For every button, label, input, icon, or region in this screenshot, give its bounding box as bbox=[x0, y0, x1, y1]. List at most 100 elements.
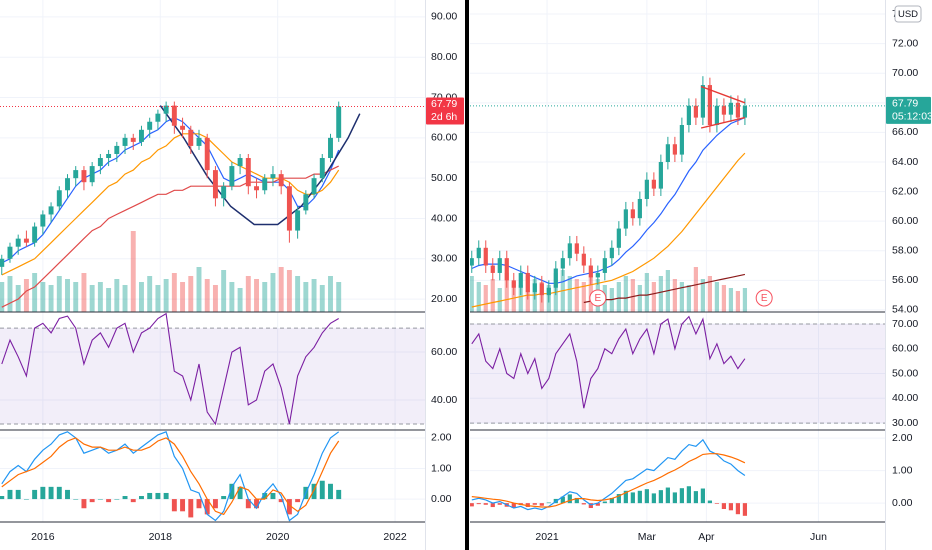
plot-area bbox=[0, 101, 425, 522]
candle-body bbox=[574, 243, 579, 254]
macd-hist-bar bbox=[286, 499, 292, 515]
volume-bar bbox=[581, 282, 586, 312]
macd-hist-bar bbox=[728, 503, 734, 511]
candle-body bbox=[581, 253, 586, 266]
candle-body bbox=[303, 194, 309, 211]
candle-body bbox=[7, 246, 13, 259]
volume-bar bbox=[693, 267, 698, 312]
macd-hist-bar bbox=[81, 499, 87, 509]
volume-bar bbox=[89, 285, 95, 312]
candle-body bbox=[588, 265, 593, 278]
macd-hist-bar bbox=[490, 503, 495, 508]
candle-body bbox=[742, 105, 748, 118]
candle-body bbox=[665, 144, 670, 162]
macd-hist-bar bbox=[511, 503, 516, 509]
macd-hist-bar bbox=[106, 499, 112, 503]
volume-bar bbox=[23, 279, 29, 312]
volume-bar bbox=[567, 276, 572, 312]
macd-hist-bar bbox=[163, 492, 169, 500]
macd-hist-bar bbox=[665, 487, 670, 504]
macd-hist-bar bbox=[139, 496, 144, 500]
macd-hist-bar bbox=[483, 503, 488, 505]
candle-body bbox=[525, 272, 530, 293]
volume-bar bbox=[221, 270, 227, 312]
volume-bar bbox=[707, 276, 712, 312]
volume-bar bbox=[700, 279, 705, 312]
volume-bar bbox=[470, 276, 474, 312]
candle-body bbox=[658, 161, 663, 189]
macd-hist-bar bbox=[735, 503, 741, 515]
volume-bar bbox=[32, 273, 38, 312]
volume-bar bbox=[679, 282, 684, 312]
candle-body bbox=[311, 178, 317, 195]
candle-body bbox=[48, 206, 54, 215]
volume-bar bbox=[229, 282, 235, 312]
macd-hist-bar bbox=[714, 503, 719, 504]
candle-body bbox=[106, 153, 112, 159]
volume-bar bbox=[319, 285, 325, 312]
macd-hist-bar bbox=[23, 499, 29, 500]
macd-hist-bar bbox=[48, 486, 54, 500]
macd-hist-bar bbox=[15, 489, 21, 500]
y-tick-label: 90.00 bbox=[431, 11, 457, 23]
moving-average bbox=[583, 273, 746, 304]
macd-hist-bar bbox=[89, 499, 95, 503]
candle-body bbox=[254, 186, 259, 191]
rsi-line bbox=[1, 312, 339, 426]
candle-body bbox=[56, 190, 62, 207]
candle-body bbox=[714, 105, 719, 126]
candle-body bbox=[23, 238, 29, 243]
volume-bar bbox=[311, 279, 317, 312]
candle-body bbox=[728, 102, 734, 115]
candle-body bbox=[623, 209, 628, 229]
y-tick-label: 20.00 bbox=[431, 293, 457, 305]
volume-bar bbox=[504, 273, 509, 312]
trendline bbox=[700, 85, 746, 104]
earnings-label: E bbox=[761, 293, 768, 304]
macd-hist-bar bbox=[262, 492, 268, 500]
macd-hist-bar bbox=[672, 492, 677, 504]
x-tick-label: Mar bbox=[638, 531, 657, 543]
volume-bar bbox=[742, 288, 748, 312]
macd-hist-bar bbox=[470, 503, 474, 507]
macd-hist-bar bbox=[212, 499, 218, 509]
candle-body bbox=[504, 258, 509, 281]
y-tick-label: 30.00 bbox=[431, 253, 457, 265]
candle-body bbox=[32, 226, 38, 243]
y-tick-label: 62.00 bbox=[892, 185, 918, 197]
macd-hist-bar bbox=[270, 492, 276, 500]
volume-bar bbox=[40, 282, 46, 312]
y-tick-label: 58.00 bbox=[892, 245, 918, 257]
plot-area bbox=[470, 76, 885, 516]
candle-body bbox=[180, 125, 186, 130]
macd-hist-bar bbox=[497, 503, 502, 505]
macd-hist-bar bbox=[328, 483, 333, 500]
volume-bar bbox=[511, 282, 516, 312]
macd-hist-bar bbox=[278, 499, 284, 503]
candle-body bbox=[637, 198, 642, 219]
candle-body bbox=[65, 178, 70, 191]
volume-bar bbox=[48, 285, 54, 312]
macd-line bbox=[471, 438, 746, 511]
candle-body bbox=[518, 272, 523, 288]
candle-body bbox=[686, 105, 691, 126]
volume-bar bbox=[714, 282, 719, 312]
macd-hist-bar bbox=[114, 499, 120, 500]
candle-body bbox=[700, 85, 705, 118]
macd-hist-bar bbox=[229, 483, 235, 500]
candle-body bbox=[567, 243, 572, 259]
volume-bar bbox=[303, 282, 309, 312]
candle-body bbox=[229, 166, 235, 187]
candle-body bbox=[497, 258, 502, 273]
volume-bar bbox=[254, 279, 259, 312]
y-tick-label: 60.00 bbox=[431, 346, 457, 358]
macd-hist-bar bbox=[742, 503, 748, 516]
macd-hist-bar bbox=[122, 496, 128, 500]
candle-body bbox=[81, 170, 87, 183]
macd-hist-bar bbox=[311, 483, 317, 500]
macd-hist-bar bbox=[609, 497, 614, 504]
volume-bar bbox=[270, 273, 276, 312]
signal-line bbox=[471, 453, 746, 508]
candle-body bbox=[139, 129, 144, 142]
